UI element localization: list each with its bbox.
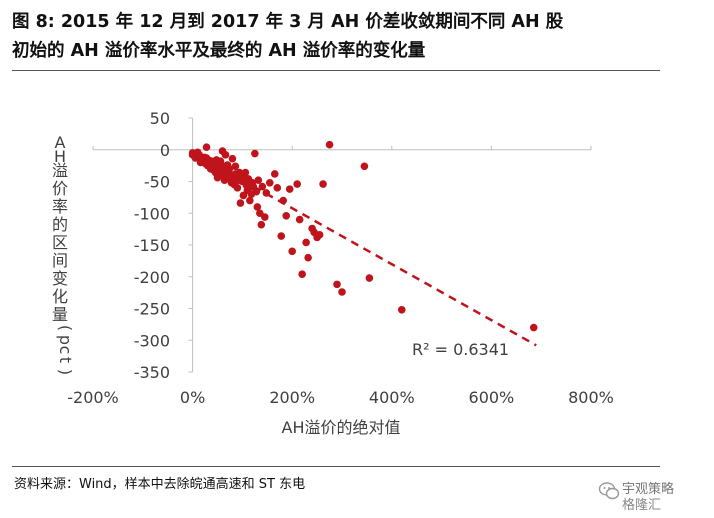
data-point xyxy=(302,238,310,247)
x-tick-label: 400% xyxy=(369,388,415,407)
data-point xyxy=(247,182,256,191)
data-point xyxy=(212,156,221,164)
y-label-char: 的 xyxy=(52,215,68,234)
y-tick-label: -50 xyxy=(144,173,170,192)
y-label-char: ( xyxy=(56,325,75,331)
data-point xyxy=(253,203,262,211)
y-label-char: 间 xyxy=(52,251,68,270)
x-tick-label: 600% xyxy=(469,388,515,407)
y-label-char: H xyxy=(54,147,66,166)
data-point xyxy=(236,199,245,207)
y-label-char: A xyxy=(55,133,66,152)
x-axis-label: AH溢价的绝对值 xyxy=(282,418,401,437)
data-point xyxy=(333,280,341,289)
data-point xyxy=(258,182,267,191)
chart-title: 图 8: 2015 年 12 月到 2017 年 3 月 AH 价差收敛期间不同… xyxy=(12,8,702,66)
top-divider xyxy=(12,70,660,71)
data-point xyxy=(235,168,244,177)
data-point xyxy=(233,184,242,192)
data-point xyxy=(397,305,406,314)
x-tick-label: 0% xyxy=(180,388,205,407)
y-label-char: 变 xyxy=(52,269,68,288)
data-point xyxy=(298,270,306,279)
y-tick-label: -150 xyxy=(134,236,170,255)
x-tick-label: 800% xyxy=(568,388,614,407)
data-point xyxy=(304,253,312,262)
data-point xyxy=(257,220,266,229)
title-line-2: 初始的 AH 溢价率水平及最终的 AH 溢价率的变化量 xyxy=(12,41,426,61)
y-tick-label: -200 xyxy=(134,268,170,287)
y-tick-label: -250 xyxy=(134,300,170,319)
data-point xyxy=(325,140,334,149)
data-point xyxy=(223,161,232,169)
data-point xyxy=(270,170,279,178)
data-point xyxy=(246,196,254,205)
x-tick-label: -200% xyxy=(67,388,119,407)
data-point xyxy=(196,158,205,167)
trendline xyxy=(191,151,537,347)
y-tick-label: -350 xyxy=(134,363,170,382)
y-label-char: t xyxy=(56,357,75,363)
data-point xyxy=(360,162,369,171)
watermark: 宇观策略 格隆汇 xyxy=(596,476,708,513)
y-label-char: 率 xyxy=(52,197,68,216)
title-line-1: 图 8: 2015 年 12 月到 2017 年 3 月 AH 价差收敛期间不同… xyxy=(12,12,564,32)
y-label-char: c xyxy=(56,346,75,355)
data-point xyxy=(285,185,294,193)
data-point xyxy=(315,231,324,239)
watermark-line-1: 宇观策略 xyxy=(622,482,675,497)
y-label-char: 化 xyxy=(52,287,68,306)
y-tick-labels: 50 0 -50 -100 -150 -200 -250 -300 -350 xyxy=(134,109,170,382)
y-label-char: ) xyxy=(56,369,75,375)
data-point xyxy=(251,149,259,158)
data-point xyxy=(228,154,237,163)
data-point xyxy=(218,147,227,155)
data-points xyxy=(188,140,538,332)
data-point xyxy=(293,180,301,188)
y-label-char: p xyxy=(56,335,75,345)
data-point xyxy=(277,232,286,240)
data-point xyxy=(319,180,327,188)
y-tick-label: -300 xyxy=(134,331,170,350)
data-point xyxy=(365,274,374,282)
bottom-divider xyxy=(12,466,660,467)
r-squared-annotation: R² = 0.6341 xyxy=(412,340,509,359)
x-tick-label: 200% xyxy=(269,388,315,407)
data-point xyxy=(254,176,263,185)
watermark-line-2: 格隆汇 xyxy=(622,498,662,513)
data-point xyxy=(295,215,304,224)
data-point xyxy=(273,184,282,192)
scatter-chart: 50 0 -50 -100 -150 -200 -250 -300 -350 -200% 0% 20… xyxy=(52,109,614,437)
data-point xyxy=(261,213,269,221)
y-tick-label: 0 xyxy=(160,141,170,160)
data-point xyxy=(231,162,240,171)
data-point xyxy=(239,191,248,200)
data-point xyxy=(338,288,346,296)
data-point xyxy=(241,168,250,177)
y-tick-label: 50 xyxy=(150,109,170,128)
data-point xyxy=(265,178,274,187)
y-label-char: 量 xyxy=(52,305,68,324)
data-point xyxy=(529,323,538,332)
data-point xyxy=(282,211,291,220)
y-label-char: 溢 xyxy=(52,161,68,180)
y-label-char: 区 xyxy=(52,233,68,252)
x-tick-labels: -200% 0% 200% 400% 600% 800% xyxy=(67,388,614,407)
y-tick-label: -100 xyxy=(134,204,170,223)
source-note: 资料来源：Wind，样本中去除皖通高速和 ST 东电 xyxy=(14,477,306,492)
wechat-icon xyxy=(598,482,620,500)
data-point xyxy=(202,143,211,152)
data-point xyxy=(288,247,297,256)
y-label-char: 价 xyxy=(52,179,68,198)
